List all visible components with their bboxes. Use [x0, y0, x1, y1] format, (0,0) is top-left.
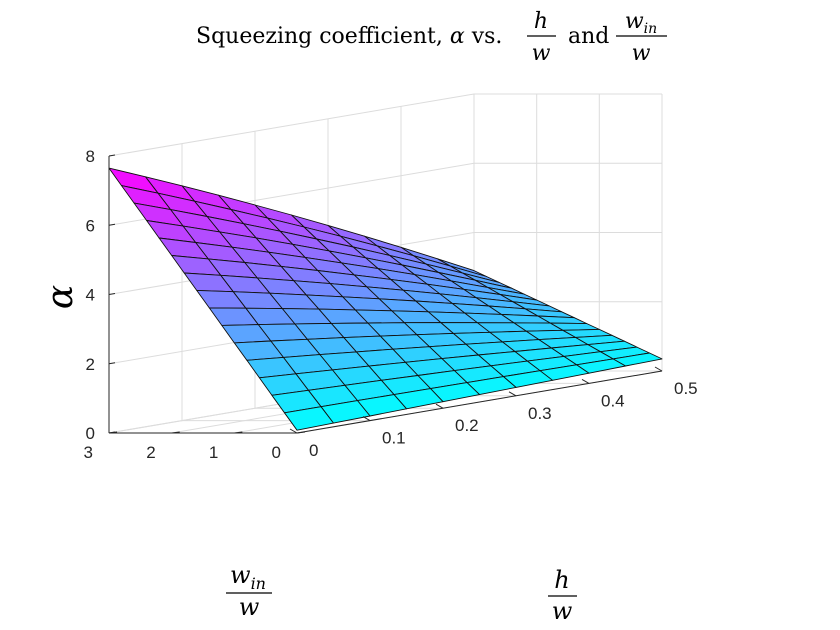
- x-tick-4: [581, 378, 590, 384]
- title-symbol: α: [450, 24, 465, 49]
- z-axis-label: α: [40, 285, 81, 309]
- title-middle: vs.: [465, 24, 503, 49]
- x-tick-3: [508, 391, 517, 397]
- x-axis-label-num: h: [554, 566, 569, 594]
- y-axis-label-num-base: w: [230, 561, 251, 589]
- x-tick-1: [362, 416, 371, 422]
- y-tick-label-1: 1: [209, 443, 218, 462]
- y-tick-label-3: 3: [84, 443, 93, 462]
- y-tick-2: [171, 431, 180, 434]
- surface-layer: [108, 167, 663, 431]
- z-grid-line-4: [108, 93, 662, 157]
- z-tick-2: [108, 293, 116, 295]
- z-tick-label-2: 4: [86, 286, 95, 305]
- x-axis-label-den: w: [552, 597, 573, 625]
- title-frac1-num: h: [534, 9, 548, 34]
- title-text: Squeezing coefficient, α vs.: [196, 24, 502, 49]
- y-tick-3: [108, 431, 118, 434]
- z-tick-3: [108, 223, 116, 226]
- z-tick-1: [108, 362, 116, 365]
- z-tick-label-4: 8: [86, 147, 95, 166]
- x-axis-line: [296, 370, 663, 434]
- z-tick-label-0: 0: [86, 424, 95, 443]
- x-tick-label-1: 0.1: [382, 429, 406, 448]
- y-tick-0: [296, 431, 306, 434]
- y-axis-label-num: win: [230, 561, 266, 593]
- chart-title: Squeezing coefficient, α vs. h w and win…: [196, 9, 667, 66]
- title-frac1-den: w: [532, 41, 551, 66]
- x-tick-label-3: 0.3: [528, 404, 552, 423]
- surface-cell-0-0: [284, 406, 334, 431]
- x-tick-label-0: 0: [309, 441, 318, 460]
- y-tick-label-0: 0: [272, 443, 281, 462]
- y-tick-label-2: 2: [146, 443, 155, 462]
- y-axis-label: win w: [226, 561, 272, 621]
- x-tick-label-2: 0.2: [455, 416, 479, 435]
- title-frac2-num-sub: in: [644, 21, 658, 37]
- title-joiner: and: [568, 24, 609, 49]
- z-tick-label-1: 2: [86, 355, 95, 374]
- title-frac2-num: win: [625, 9, 657, 37]
- title-frac2-num-base: w: [625, 9, 644, 34]
- x-tick-label-4: 0.4: [601, 391, 625, 410]
- tick-labels: 0 2 4 6 8 0 0.1 0.2 0.3 0.4 0.5 0 1 2 3: [84, 147, 698, 462]
- y-axis-label-num-sub: in: [251, 574, 266, 593]
- z-tick-label-3: 6: [86, 216, 95, 235]
- x-axis-label: h w: [548, 566, 577, 625]
- y-axis-label-den: w: [239, 593, 260, 621]
- x-tick-2: [435, 403, 444, 409]
- y-tick-1: [234, 431, 243, 434]
- x-tick-5: [654, 366, 663, 372]
- title-frac2-den: w: [632, 41, 651, 66]
- x-tick-label-5: 0.5: [674, 379, 698, 398]
- title-prefix: Squeezing coefficient,: [196, 24, 450, 49]
- x-tick-0: [289, 428, 298, 434]
- z-tick-4: [108, 154, 116, 157]
